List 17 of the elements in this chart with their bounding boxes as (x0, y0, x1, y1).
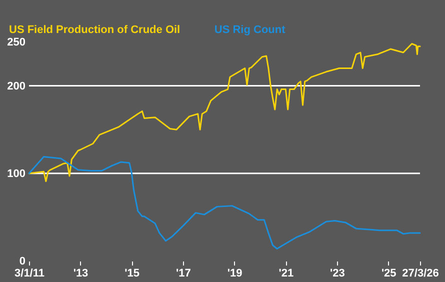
y-tick-label: 0 (19, 256, 26, 268)
line-series (28, 156, 421, 250)
text: US Rig Count (214, 24, 286, 36)
x-tick-label: '15 (124, 268, 140, 280)
x-tick-label: '23 (330, 268, 345, 280)
y-tick-label: 250 (7, 36, 26, 48)
y-tick-label: 200 (7, 80, 26, 92)
x-tick-label: 27/3/26 (402, 268, 439, 280)
x-tick-label: 3/1/11 (14, 268, 44, 280)
x-tick-label: '19 (227, 268, 242, 280)
x-tick-label: '21 (278, 268, 294, 280)
x-tick-label: '13 (73, 268, 88, 280)
y-tick-label: 100 (7, 168, 26, 180)
text: US Field Production of Crude Oil (9, 24, 180, 36)
x-tick-label: '25 (381, 268, 396, 280)
line-series (28, 43, 421, 182)
x-tick-label: '17 (176, 268, 191, 280)
